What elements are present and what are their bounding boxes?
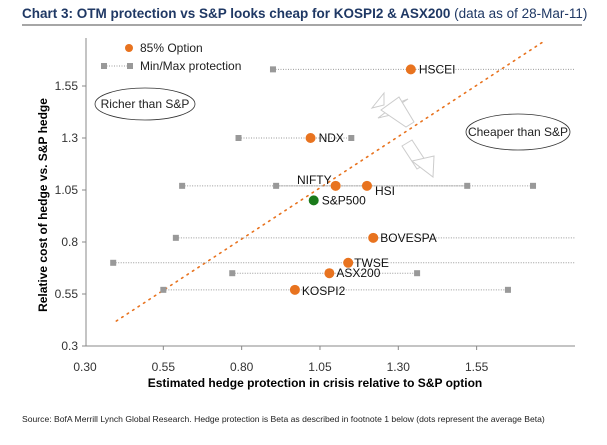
chart-title-sub: (data as of 28-Mar-11) — [454, 6, 588, 21]
chart-title-bold: Chart 3: OTM protection vs S&P looks che… — [22, 6, 451, 21]
legend-label-option: 85% Option — [140, 41, 203, 55]
y-tick-label: 1.05 — [55, 183, 79, 197]
legend-square-icon — [101, 63, 107, 69]
richer-than-sp-label: Richer than S&P — [101, 97, 190, 111]
option-point — [330, 180, 341, 191]
x-tick-label: 1.55 — [465, 360, 489, 374]
min-protection-marker — [160, 286, 167, 293]
min-protection-marker — [172, 234, 179, 241]
option-point — [324, 268, 335, 279]
x-tick-label: 0.55 — [152, 360, 176, 374]
axes: 0.3 0.55 0.8 1.05 1.3 1.55 0.30 0.55 0.80 1.05 1.3… — [55, 38, 575, 374]
max-protection-marker — [504, 286, 511, 293]
option-point — [361, 180, 372, 191]
legend: 85% Option Min/Max protection — [101, 41, 241, 73]
richer-ellipse — [94, 87, 196, 121]
y-tick-label: 1.55 — [55, 79, 79, 93]
legend-square-icon — [127, 63, 133, 69]
y-tick-label: 0.8 — [61, 235, 78, 249]
option-point — [368, 232, 379, 243]
y-axis-label: Relative cost of hedge vs. S&P hedge — [36, 98, 50, 312]
chart-title: Chart 3: OTM protection vs S&P looks che… — [22, 6, 587, 21]
x-tick-label: 0.80 — [230, 360, 254, 374]
cheaper-ellipse — [465, 113, 571, 151]
diagonal-line — [115, 39, 547, 322]
min-protection-marker — [179, 182, 186, 189]
option-point — [308, 195, 319, 206]
min-protection-marker — [269, 66, 276, 73]
point-label: NDX — [319, 131, 344, 145]
diagonal-break-even-line — [115, 39, 547, 322]
legend-label-minmax: Min/Max protection — [140, 59, 241, 73]
legend-dot-icon — [125, 44, 133, 52]
point-label: HSI — [375, 184, 395, 198]
y-tick-label: 0.55 — [55, 287, 79, 301]
x-axis-label: Estimated hedge protection in crisis rel… — [148, 376, 483, 390]
arrow-up-left-shaft — [380, 96, 415, 128]
min-protection-marker — [110, 259, 117, 266]
point-label: TWSE — [354, 256, 389, 270]
min-protection-marker — [235, 135, 242, 141]
x-tick-label: 1.30 — [387, 360, 411, 374]
max-protection-marker — [530, 182, 537, 189]
arrow-down-right-icon — [410, 155, 435, 178]
option-point — [343, 257, 354, 268]
point-label: KOSPI2 — [302, 284, 346, 298]
point-label: HSCEI — [419, 62, 456, 76]
y-tick-label: 1.3 — [61, 131, 78, 145]
title-divider — [22, 24, 582, 26]
option-point — [305, 133, 316, 143]
x-tick-label: 1.05 — [308, 360, 332, 374]
min-protection-marker — [229, 270, 236, 277]
max-protection-marker — [414, 270, 421, 277]
point-label: NIFTY — [297, 173, 332, 187]
y-tick-label: 0.3 — [61, 339, 78, 353]
annotations: Richer than S&P Cheaper than S&P — [94, 87, 571, 178]
max-protection-marker — [348, 135, 355, 141]
option-point — [405, 64, 416, 75]
point-label: BOVESPA — [380, 231, 436, 245]
point-label: ASX200 — [336, 266, 380, 280]
point-label: S&P500 — [322, 193, 366, 207]
min-protection-marker — [273, 182, 280, 189]
source-note: Source: BofA Merrill Lynch Global Resear… — [22, 414, 545, 424]
arrow-up-left-head — [370, 91, 385, 109]
option-point — [289, 284, 300, 295]
cheaper-than-sp-label: Cheaper than S&P — [468, 125, 568, 139]
x-tick-label: 0.30 — [73, 360, 97, 374]
